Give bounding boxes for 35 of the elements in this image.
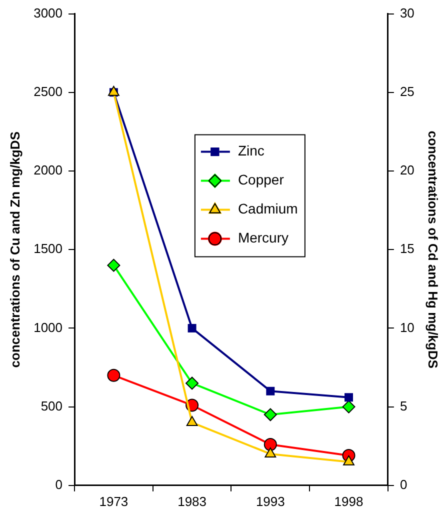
legend-label: Zinc (238, 142, 264, 159)
x-tick-label: 1998 (334, 494, 364, 509)
legend-label: Mercury (238, 230, 289, 246)
point (107, 368, 120, 382)
point (342, 400, 356, 414)
y2-tick-label: 0 (400, 476, 408, 492)
y2-axis-title: concentrations of Cd and Hg mg/kgDS (426, 130, 441, 369)
x-tick-label: 1983 (178, 494, 207, 509)
point (264, 408, 277, 422)
y2-tick-label: 25 (400, 84, 414, 99)
point (344, 393, 354, 402)
point (186, 416, 198, 426)
legend-label: Copper (238, 172, 284, 188)
point (186, 376, 199, 390)
point (266, 386, 275, 396)
y2-tick-label: 30 (400, 5, 414, 20)
y-tick-label: 1500 (34, 241, 63, 256)
point (264, 438, 277, 452)
point (107, 258, 120, 272)
y-tick-label: 1000 (34, 320, 63, 335)
y2-tick-label: 20 (400, 162, 414, 178)
y-tick-label: 500 (40, 398, 63, 414)
y2-tick-label: 5 (400, 398, 408, 414)
y2-tick-label: 15 (400, 241, 414, 256)
point (188, 324, 196, 332)
y-tick-label: 2000 (34, 162, 63, 178)
y-tick-label: 2500 (34, 84, 63, 99)
legend-label: Cadmium (238, 200, 298, 217)
point (108, 86, 120, 96)
y-tick-label: 3000 (34, 5, 63, 20)
y2-tick-label: 10 (400, 320, 414, 335)
y-axis-title: concentrations of Cu and Zn mg/kgDS (7, 131, 22, 368)
y-tick-label: 0 (55, 476, 63, 492)
x-tick-label: 1993 (256, 494, 285, 509)
x-tick-label: 1973 (99, 494, 128, 509)
